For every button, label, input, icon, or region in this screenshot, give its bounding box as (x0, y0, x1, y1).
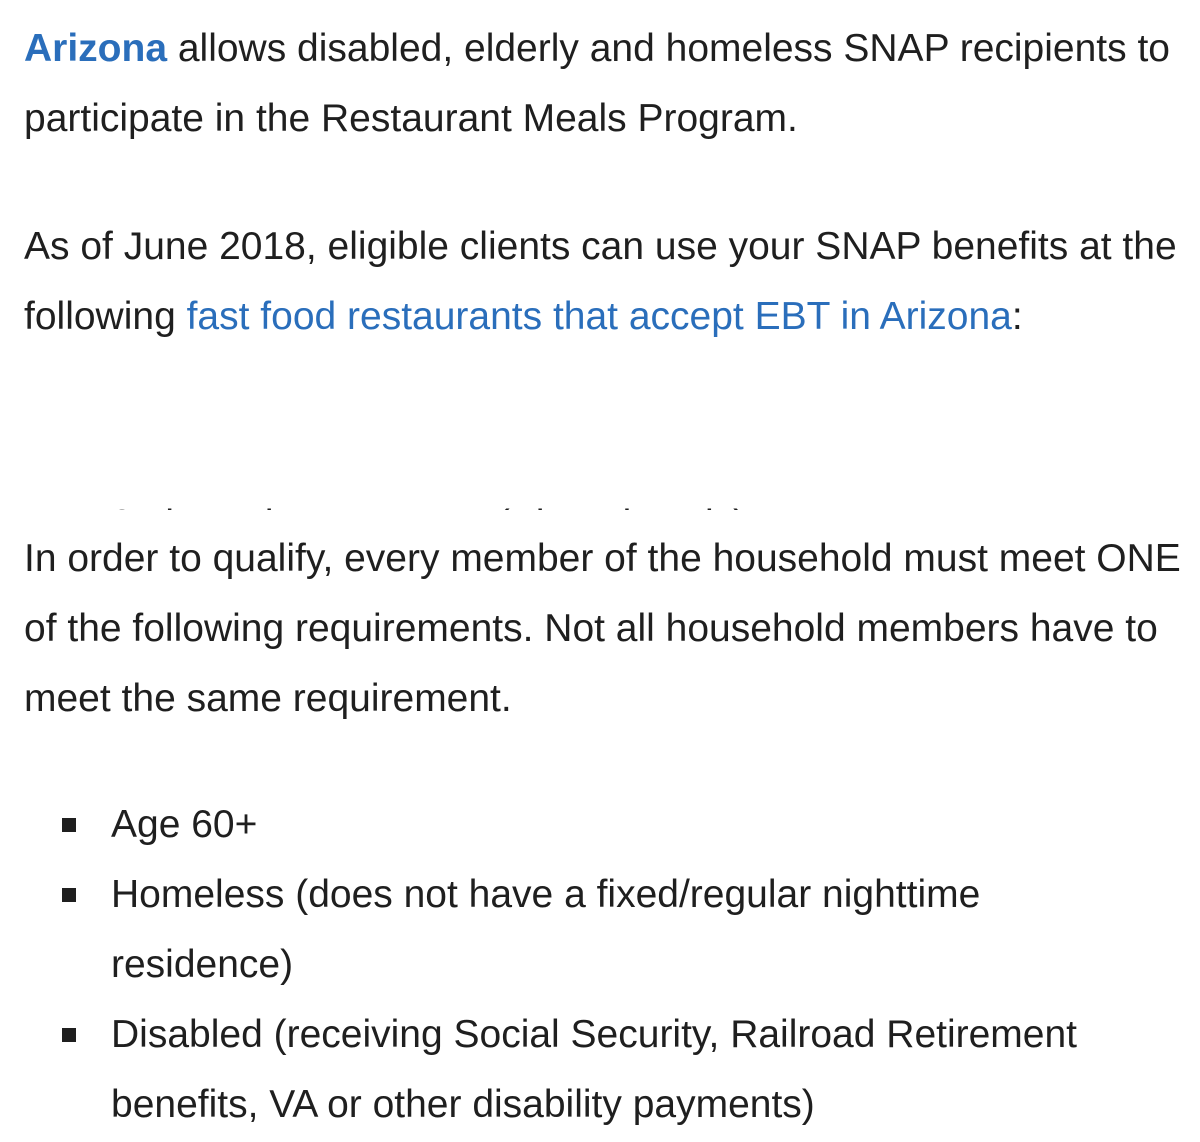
intro-paragraph: Arizona allows disabled, elderly and hom… (24, 14, 1184, 154)
requirement-text: Age 60+ (111, 803, 258, 846)
cut-off-item-text: 24th st Pizza & Gyros (Phoenix only) (111, 490, 746, 510)
requirement-text: Homeless (does not have a fixed/regular … (111, 873, 981, 986)
requirements-list: Age 60+ Homeless (does not have a fixed/… (0, 790, 1200, 1140)
eligibility-colon: : (1011, 295, 1023, 338)
qualify-paragraph: In order to qualify, every member of the… (24, 537, 1181, 720)
bullet-icon (62, 888, 76, 902)
intro-text: allows disabled, elderly and homeless SN… (24, 27, 1170, 140)
list-item: Disabled (receiving Social Security, Rai… (0, 1000, 1171, 1140)
eligibility-paragraph: As of June 2018, eligible clients can us… (24, 212, 1184, 352)
eligibility-text: As of June 2018, eligible clients can us… (24, 225, 1177, 338)
requirement-text: Disabled (receiving Social Security, Rai… (111, 1013, 1078, 1126)
list-item: Homeless (does not have a fixed/regular … (0, 860, 1171, 1000)
restaurants-link[interactable]: fast food restaurants that accept EBT in… (186, 295, 1012, 338)
cut-off-list-item: 24th st Pizza & Gyros (Phoenix only) (0, 470, 1200, 510)
bullet-icon (62, 818, 76, 832)
bullet-icon (62, 1028, 76, 1042)
list-item: Age 60+ (0, 790, 1171, 860)
arizona-link[interactable]: Arizona (24, 27, 168, 70)
